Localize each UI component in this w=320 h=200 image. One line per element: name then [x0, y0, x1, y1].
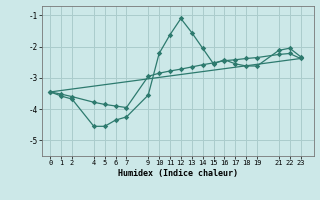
X-axis label: Humidex (Indice chaleur): Humidex (Indice chaleur) — [118, 169, 237, 178]
